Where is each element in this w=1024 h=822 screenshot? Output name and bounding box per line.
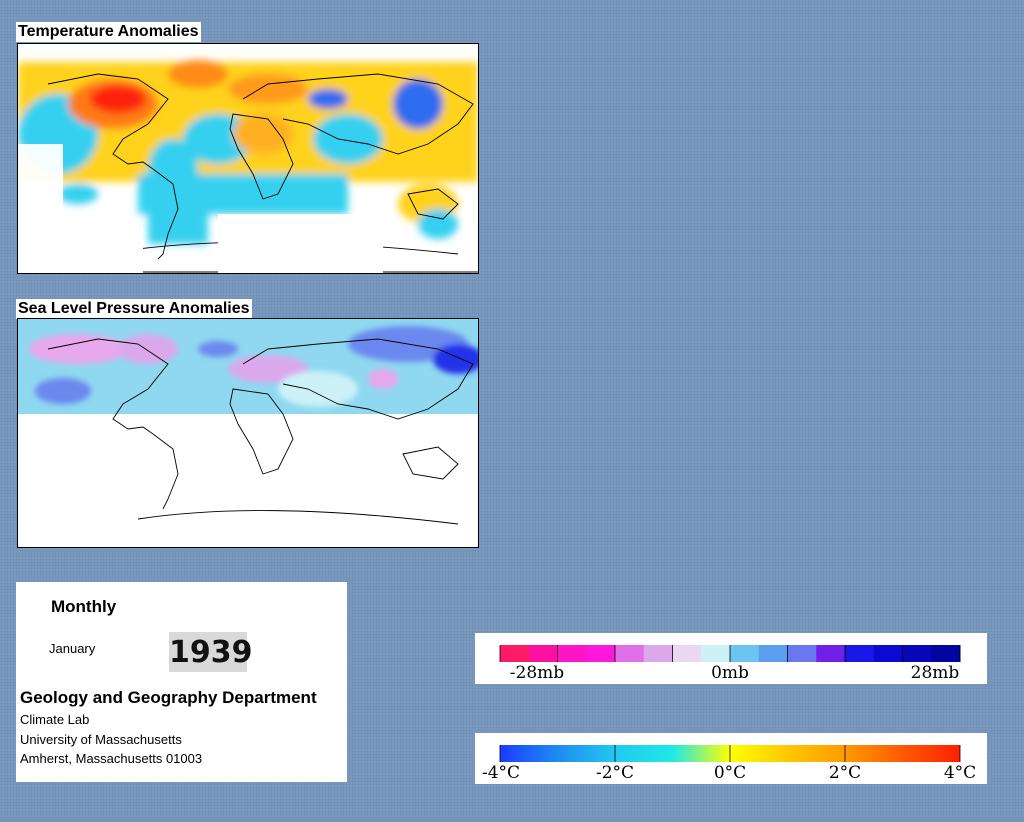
pressure-legend-swatch [873, 645, 903, 662]
pressure-legend-swatch [528, 645, 558, 662]
pressure-legend-label: -28mb [510, 663, 564, 683]
info-panel: Monthly January 1939 Geology and Geograp… [16, 582, 347, 782]
pressure-legend-swatch [701, 645, 731, 662]
pressure-legend-swatch [902, 645, 932, 662]
temperature-legend-label: -4°C [482, 763, 520, 783]
pressure-legend-swatch [758, 645, 788, 662]
department-name: Geology and Geography Department [20, 688, 317, 707]
pressure-legend-label: 28mb [911, 663, 960, 683]
pressure-legend-swatch [845, 645, 875, 662]
pressure-legend-swatch [672, 645, 702, 662]
year-display: 1939 [169, 632, 253, 672]
pressure-map-title: Sea Level Pressure Anomalies [16, 299, 252, 319]
pressure-legend-swatch [643, 645, 673, 662]
university-name: University of Massachusetts [20, 732, 182, 747]
pressure-legend-swatch [615, 645, 645, 662]
pressure-anomaly-map [17, 318, 479, 548]
pressure-legend-swatch [557, 645, 587, 662]
temperature-legend-label: 0°C [714, 763, 746, 783]
temperature-legend-label: 4°C [944, 763, 976, 783]
frequency-label: Monthly [51, 597, 117, 616]
temperature-color-legend: -4°C -2°C 0°C 2°C 4°C [475, 733, 987, 784]
temperature-anomaly-map [17, 43, 479, 274]
temperature-legend-label: -2°C [596, 763, 634, 783]
address-text: Amherst, Massachusetts 01003 [20, 751, 203, 766]
pressure-legend-label: 0mb [711, 663, 749, 683]
coastlines [47, 338, 474, 525]
temperature-legend-label: 2°C [829, 763, 861, 783]
month-label: January [49, 641, 96, 656]
pressure-legend-swatch [586, 645, 616, 662]
temperature-field [18, 60, 478, 244]
pressure-legend-swatch [816, 645, 846, 662]
pressure-color-legend: -28mb 0mb 28mb [475, 633, 987, 684]
lab-name: Climate Lab [20, 712, 90, 727]
pressure-legend-swatch [500, 645, 530, 662]
pressure-legend-swatch [787, 645, 817, 662]
temperature-map-title: Temperature Anomalies [16, 22, 201, 42]
pressure-legend-swatch [730, 645, 760, 662]
pressure-legend-swatch [931, 645, 961, 662]
